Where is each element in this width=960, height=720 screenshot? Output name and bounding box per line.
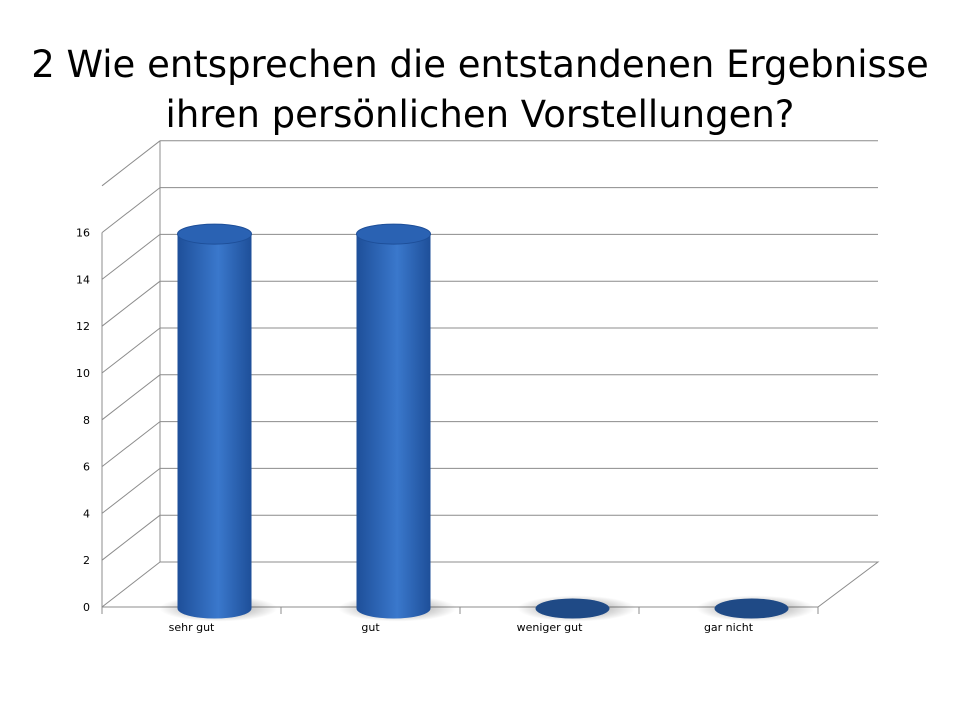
slide-title-line-1: 2 Wie entsprechen die entstandenen Ergeb… [31, 43, 929, 86]
side-gridline [101, 514, 161, 561]
bar-top [356, 223, 431, 245]
bar [177, 234, 252, 619]
x-tick-label: gut [361, 621, 380, 634]
y-tick-label: 12 [76, 320, 90, 333]
side-gridline [101, 280, 161, 327]
side-gridline [101, 468, 161, 514]
bar [714, 598, 789, 619]
y-tick-label: 8 [83, 414, 90, 427]
x-tick-label: sehr gut [169, 621, 215, 634]
side-gridline [101, 561, 161, 608]
side-gridline [101, 234, 161, 280]
bar-top [177, 223, 252, 245]
side-gridline [101, 374, 161, 421]
y-tick-label: 4 [83, 507, 90, 520]
slide-title-line-2: ihren persönlichen Vorstellungen? [165, 93, 795, 136]
y-tick-label: 0 [83, 601, 90, 614]
side-gridline [101, 421, 161, 467]
bar [356, 234, 431, 619]
y-tick-label: 16 [76, 227, 90, 240]
side-gridline [101, 140, 161, 187]
x-tick-label: weniger gut [517, 621, 584, 634]
bar [535, 598, 610, 619]
y-tick-label: 10 [76, 367, 90, 380]
y-tick-label: 14 [76, 273, 90, 286]
side-gridline [101, 187, 161, 233]
y-tick-label: 2 [83, 554, 90, 567]
x-tick-label: gar nicht [704, 621, 754, 634]
slide-title: 2 Wie entsprechen die entstandenen Ergeb… [0, 40, 960, 140]
y-tick-label: 6 [83, 461, 90, 474]
side-gridline [101, 327, 161, 374]
